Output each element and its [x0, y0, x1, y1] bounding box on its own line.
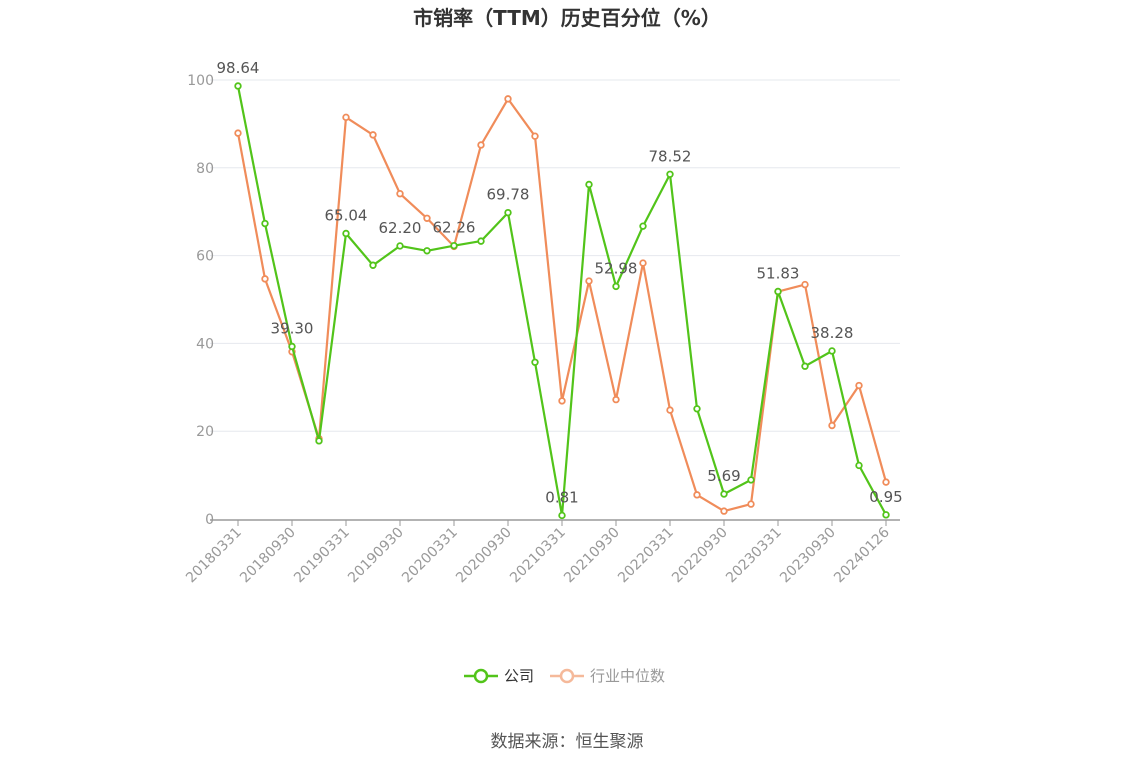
data-point	[531, 132, 539, 140]
legend-label: 行业中位数	[590, 667, 665, 685]
series-line	[236, 85, 887, 517]
data-point	[315, 437, 323, 445]
data-point	[288, 342, 296, 351]
data-point	[774, 287, 782, 296]
data-label: 69.78	[487, 186, 530, 204]
x-tick-label: 20190331	[291, 525, 353, 587]
data-point	[396, 242, 404, 250]
x-tick-label: 20220331	[615, 525, 677, 587]
data-label: 51.83	[757, 264, 800, 282]
data-point	[855, 381, 863, 390]
y-tick-label: 20	[196, 424, 214, 440]
data-point	[558, 511, 566, 520]
y-tick-label: 0	[205, 512, 214, 528]
legend: 公司 行业中位数	[464, 667, 665, 685]
legend-item-company[interactable]: 公司	[464, 667, 534, 685]
data-point	[612, 282, 620, 291]
data-labels: 98.64 39.30 65.04 62.20 62.26 69.78 0.81 52.98 7…	[217, 59, 903, 506]
data-point	[801, 280, 809, 289]
data-point	[882, 511, 890, 519]
data-label: 62.20	[379, 219, 422, 237]
x-tick-label: 20240126	[831, 524, 893, 586]
data-label: 0.95	[869, 488, 902, 506]
data-point	[504, 95, 512, 103]
y-tick-label: 80	[196, 161, 214, 177]
x-axis: 2018033120180930201903312019093020200331…	[183, 519, 900, 587]
data-point	[423, 247, 431, 255]
series-company	[234, 82, 890, 520]
data-point	[882, 478, 890, 486]
data-point	[369, 131, 377, 139]
data-point	[396, 190, 404, 198]
x-tick-label: 20230930	[777, 525, 839, 587]
series-industry-median	[234, 95, 890, 515]
data-label: 62.26	[433, 219, 476, 237]
data-point	[531, 358, 539, 366]
data-point	[585, 277, 593, 285]
legend-item-industry-median[interactable]: 行业中位数	[550, 667, 665, 685]
data-point	[801, 362, 809, 370]
y-axis-ticks: 0 20 40 60 80 100	[187, 73, 214, 528]
data-point	[504, 208, 512, 217]
x-tick-label: 20180930	[237, 525, 299, 587]
data-point	[828, 421, 836, 430]
data-point	[477, 237, 485, 245]
source-note: 数据来源：恒生聚源	[491, 732, 644, 752]
data-label: 38.28	[811, 324, 854, 342]
data-point	[720, 507, 728, 515]
data-point	[828, 347, 836, 355]
data-point	[855, 461, 863, 470]
data-label: 52.98	[595, 259, 638, 277]
data-label: 0.81	[545, 488, 578, 506]
x-tick-label: 20230331	[723, 525, 785, 587]
data-point	[261, 275, 269, 283]
x-tick-label: 20200930	[453, 525, 515, 587]
legend-marker	[473, 668, 489, 684]
data-point	[558, 397, 566, 405]
data-label: 65.04	[325, 206, 368, 224]
y-tick-label: 40	[196, 336, 214, 352]
x-tick-label: 20180331	[183, 525, 245, 587]
x-tick-label: 20210930	[561, 525, 623, 587]
data-point	[666, 170, 674, 178]
x-tick-label: 20200331	[399, 525, 461, 587]
x-tick-label: 20190930	[345, 525, 407, 587]
x-tick-label: 20210331	[507, 525, 569, 587]
data-point	[450, 241, 458, 250]
data-point	[234, 82, 242, 90]
data-point	[234, 129, 242, 137]
data-point	[261, 219, 269, 228]
data-label: 98.64	[217, 59, 260, 77]
data-label: 78.52	[649, 147, 692, 165]
data-point	[693, 405, 701, 413]
series-layer	[234, 82, 890, 520]
data-label: 39.30	[271, 319, 314, 337]
y-tick-label: 100	[187, 73, 214, 89]
legend-label: 公司	[504, 667, 534, 685]
data-point	[720, 490, 728, 498]
data-point	[639, 259, 647, 267]
data-point	[747, 476, 755, 484]
series-line	[236, 97, 888, 513]
data-point	[693, 491, 701, 499]
legend-marker	[559, 668, 575, 684]
data-point	[612, 395, 620, 404]
data-point	[342, 229, 350, 238]
data-point	[666, 406, 674, 414]
data-point	[477, 141, 485, 149]
data-point	[747, 500, 755, 508]
y-tick-label: 60	[196, 249, 214, 265]
data-point	[423, 214, 431, 222]
grid-lines	[210, 79, 900, 432]
data-point	[639, 222, 647, 230]
data-point	[369, 261, 377, 269]
chart-title: 市销率（TTM）历史百分位（%）	[413, 6, 721, 30]
x-tick-label: 20220930	[669, 525, 731, 587]
data-point	[342, 113, 350, 122]
data-point	[585, 180, 593, 189]
data-label: 5.69	[707, 467, 740, 485]
